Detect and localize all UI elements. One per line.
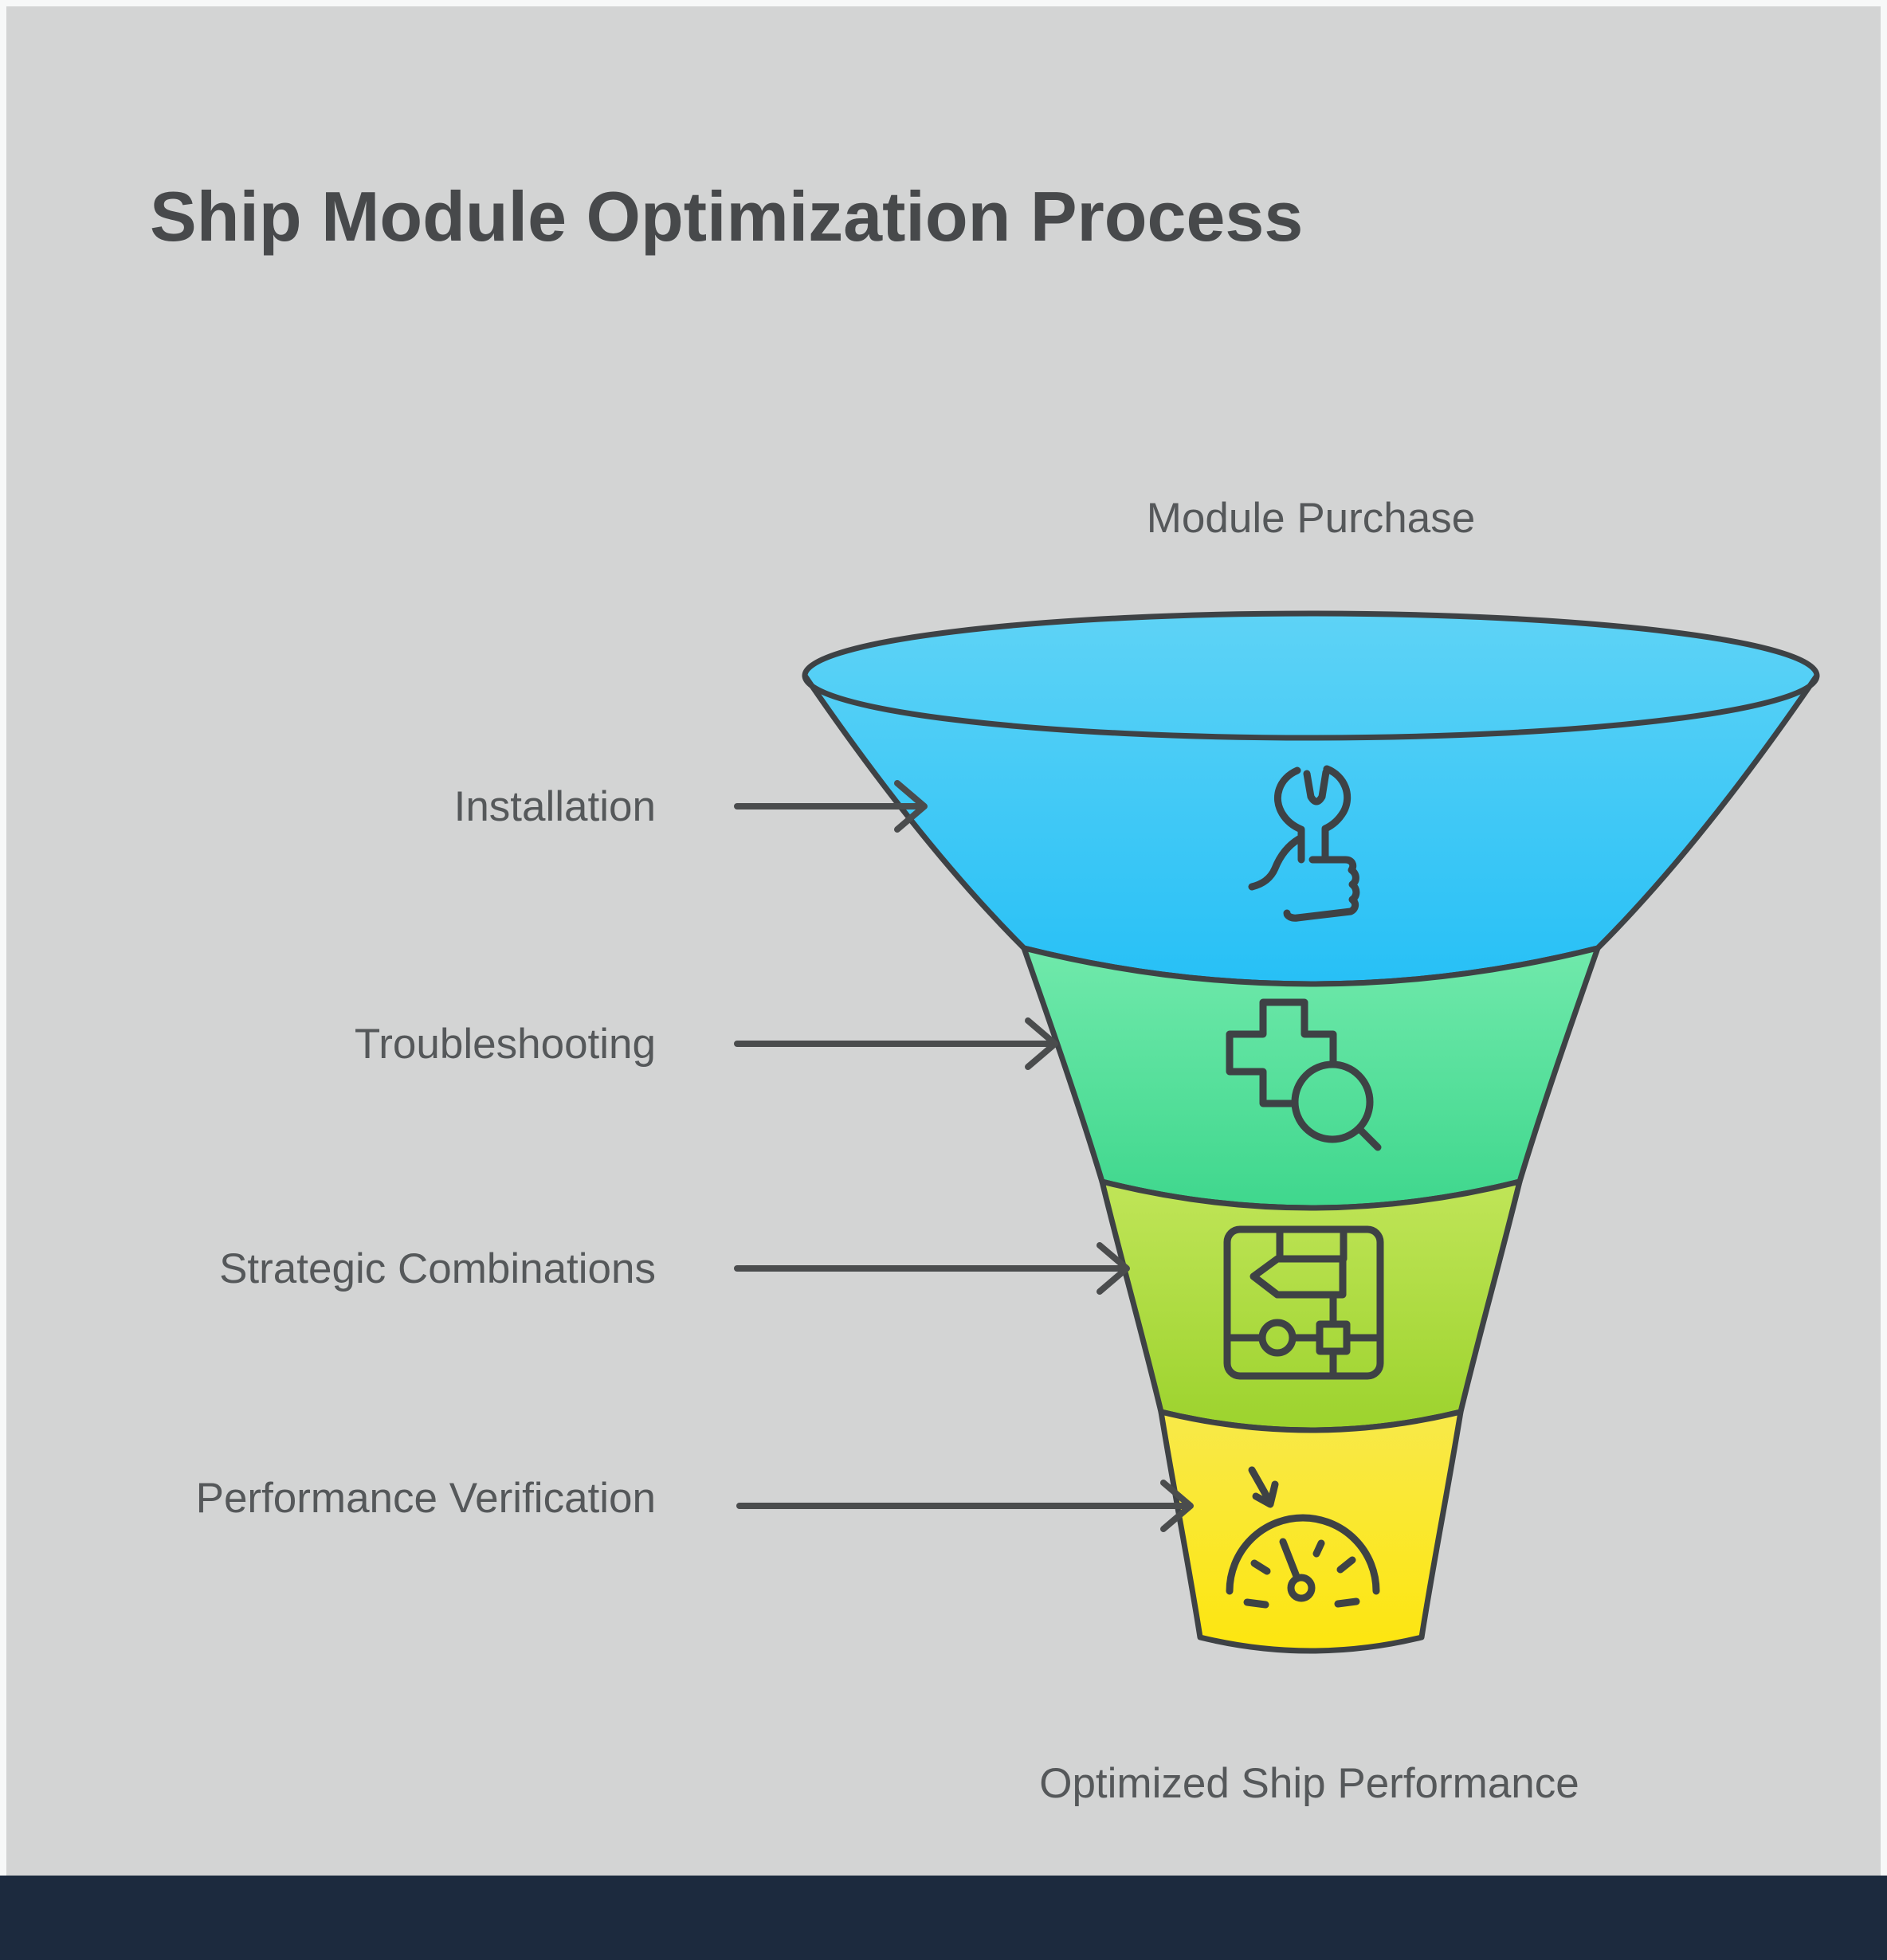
circuit-chip-icon: [1223, 1225, 1384, 1380]
arrow-strategic-combinations: [734, 1242, 1130, 1295]
stage-label-troubleshooting: Troubleshooting: [355, 1021, 656, 1068]
funnel-mouth-inner-rim: [802, 675, 1820, 741]
wrench-thumbsup-icon: [1248, 765, 1360, 922]
funnel-stage-performance-verification: [1158, 1409, 1464, 1654]
footer-band: [0, 1876, 1887, 1960]
page-title: Ship Module Optimization Process: [150, 177, 1303, 256]
arrow-performance-verification: [736, 1480, 1194, 1532]
stage-label-installation: Installation: [454, 783, 656, 830]
cross-magnifier-icon: [1226, 998, 1382, 1151]
arrow-installation: [734, 780, 928, 833]
stage-label-strategic-combinations: Strategic Combinations: [219, 1245, 656, 1292]
funnel-top-label: Module Purchase: [1147, 495, 1475, 542]
funnel-stage-troubleshooting: [1021, 945, 1601, 1211]
funnel-bottom-label: Optimized Ship Performance: [1039, 1760, 1579, 1807]
arrow-troubleshooting: [734, 1017, 1058, 1070]
stage-arrows: [734, 780, 1194, 1532]
funnel-stage-strategic-combinations: [1099, 1178, 1523, 1433]
stage-label-performance-verification: Performance Verification: [196, 1475, 656, 1522]
gauge-icon: [1226, 1466, 1380, 1609]
